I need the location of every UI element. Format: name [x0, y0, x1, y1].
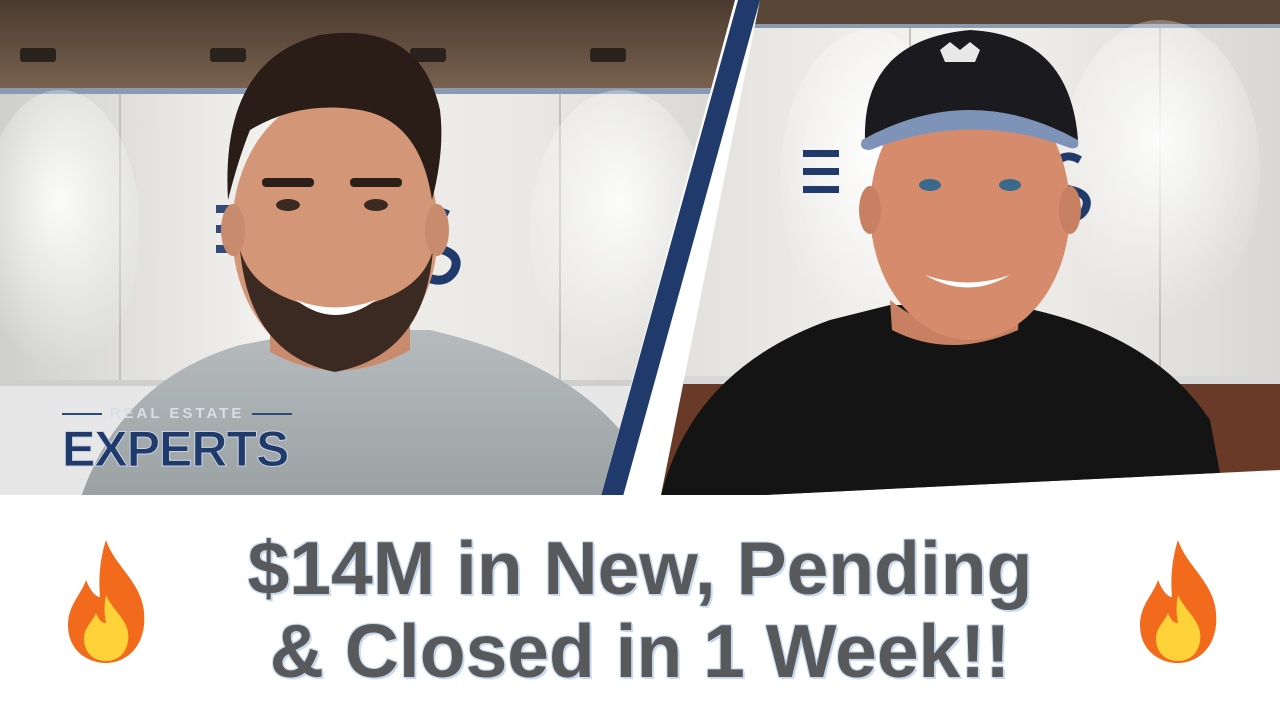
brand-logo: REAL ESTATE EXPERTS: [61, 405, 302, 485]
logo-rule-left: [62, 412, 102, 415]
fire-icon: [68, 540, 145, 663]
right-speaker-scene: [660, 0, 1280, 500]
right-video-panel: [660, 0, 1280, 500]
headline-line-1: $14M in New, Pending: [247, 526, 1033, 610]
logo-main-text: EXPERTS: [61, 421, 289, 478]
logo-rule-right: [252, 412, 292, 415]
headline-line-2: & Closed in 1 Week!!: [269, 609, 1011, 693]
logo-small-text: REAL ESTATE: [109, 405, 245, 422]
fire-icon: [1140, 540, 1217, 663]
headline-banner: $14M in New, Pending & Closed in 1 Week!…: [0, 495, 1280, 720]
logo-tagline-row: REAL ESTATE: [62, 405, 292, 422]
